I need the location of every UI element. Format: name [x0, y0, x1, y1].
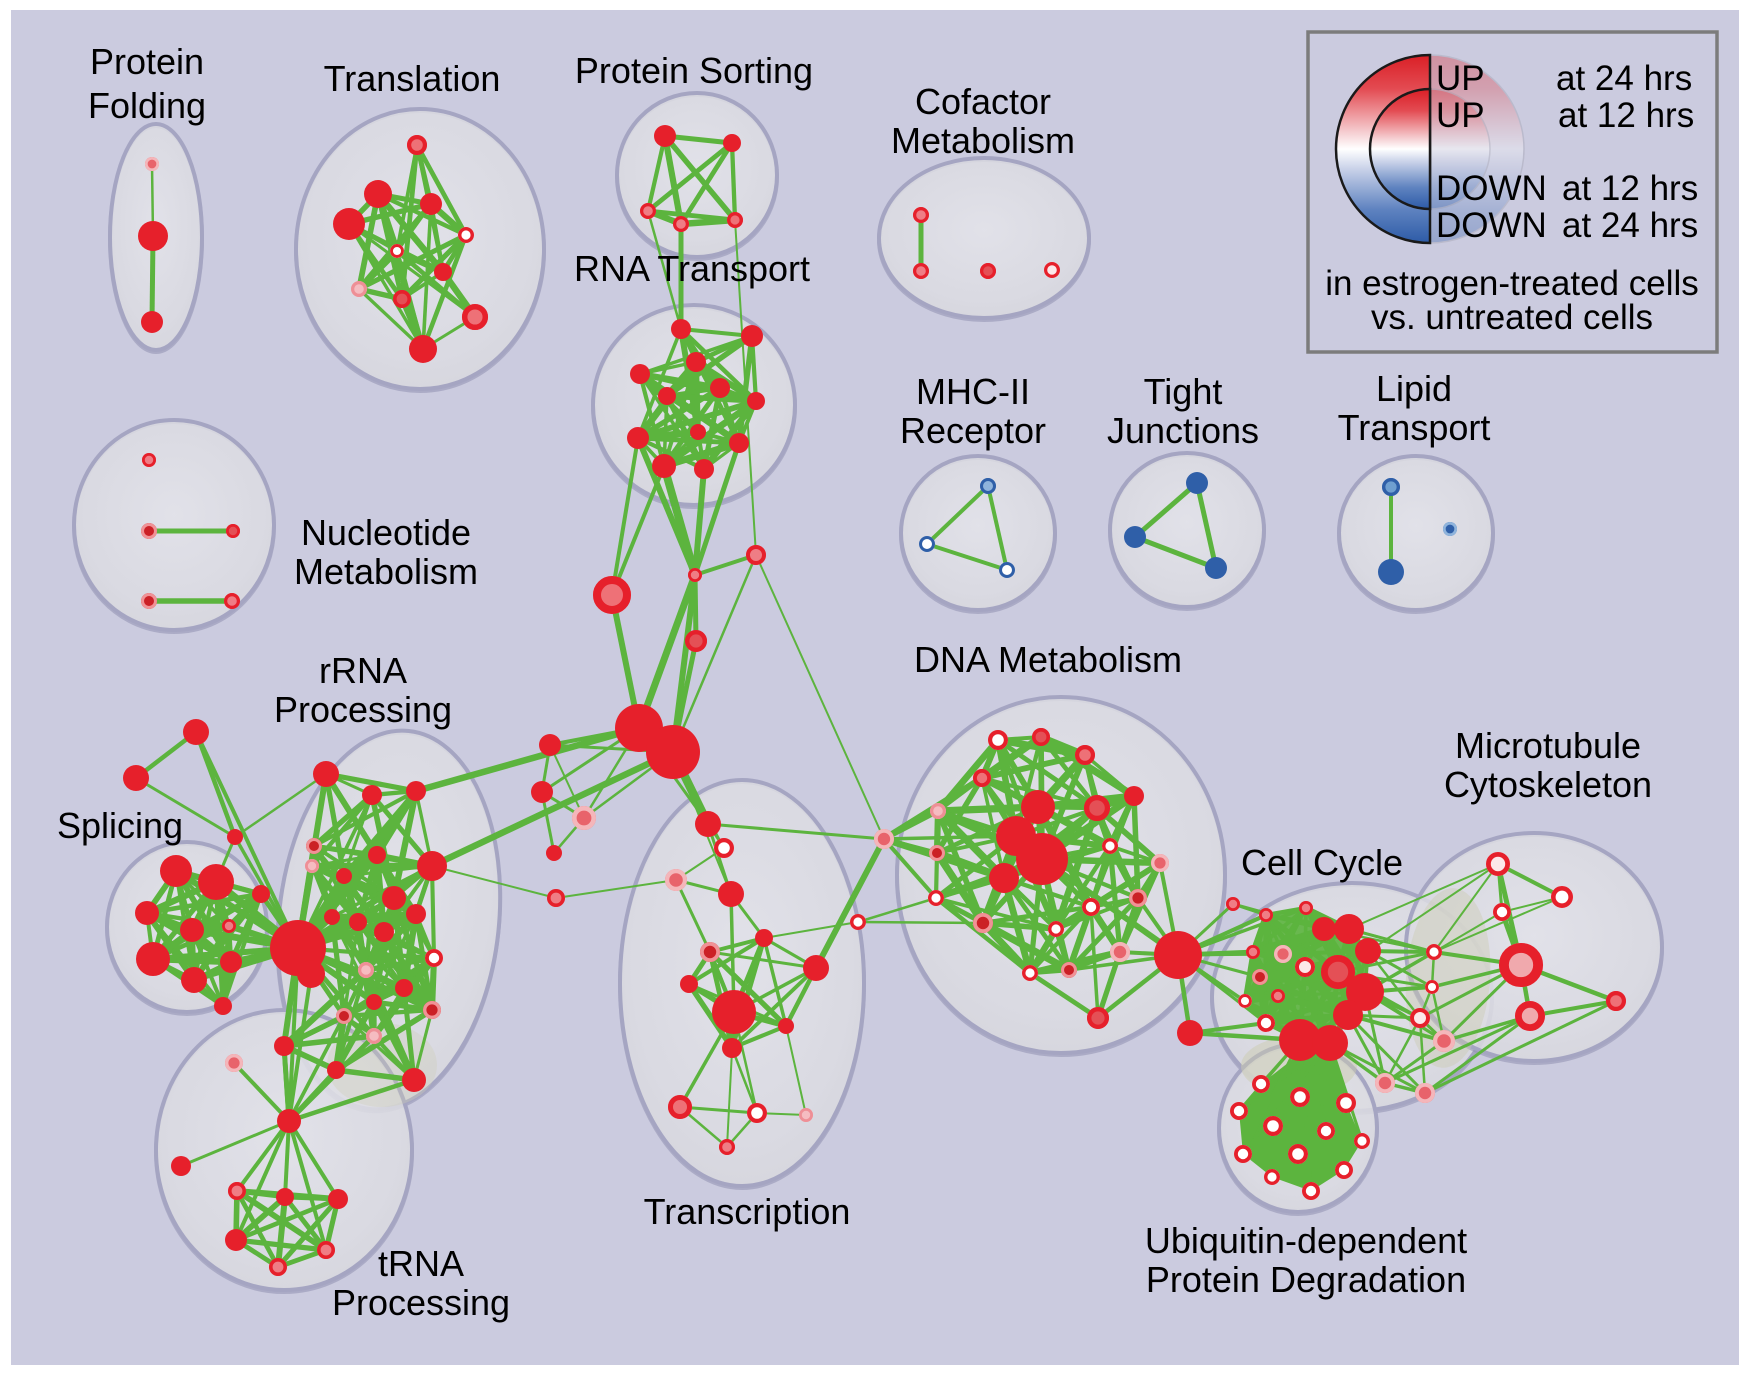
- svg-text:Cell Cycle: Cell Cycle: [1241, 842, 1403, 883]
- svg-text:Transcription: Transcription: [644, 1191, 851, 1232]
- svg-text:Translation: Translation: [324, 58, 501, 99]
- svg-text:Transport: Transport: [1338, 407, 1491, 448]
- svg-text:tRNA: tRNA: [378, 1243, 464, 1284]
- svg-text:at 24 hrs: at 24 hrs: [1562, 206, 1698, 245]
- svg-text:in estrogen-treated cells: in estrogen-treated cells: [1325, 264, 1699, 303]
- svg-text:vs. untreated cells: vs. untreated cells: [1371, 298, 1653, 337]
- svg-text:Junctions: Junctions: [1107, 410, 1259, 451]
- svg-text:Metabolism: Metabolism: [891, 120, 1075, 161]
- svg-text:at 12 hrs: at 12 hrs: [1562, 169, 1698, 208]
- svg-text:Ubiquitin-dependent: Ubiquitin-dependent: [1145, 1220, 1467, 1261]
- svg-text:Protein: Protein: [90, 41, 204, 82]
- svg-text:Nucleotide: Nucleotide: [301, 512, 471, 553]
- svg-text:Metabolism: Metabolism: [294, 551, 478, 592]
- svg-text:DOWN: DOWN: [1436, 206, 1547, 245]
- svg-text:DOWN: DOWN: [1436, 169, 1547, 208]
- svg-text:Protein Sorting: Protein Sorting: [575, 50, 813, 91]
- svg-text:Receptor: Receptor: [900, 410, 1046, 451]
- svg-text:Cofactor: Cofactor: [915, 81, 1051, 122]
- svg-text:MHC-II: MHC-II: [916, 371, 1030, 412]
- svg-text:Splicing: Splicing: [57, 805, 183, 846]
- svg-text:at 24 hrs: at 24 hrs: [1556, 59, 1692, 98]
- svg-text:Processing: Processing: [332, 1282, 510, 1323]
- svg-text:UP: UP: [1436, 96, 1485, 135]
- svg-text:rRNA: rRNA: [319, 650, 407, 691]
- svg-text:DNA Metabolism: DNA Metabolism: [914, 639, 1182, 680]
- svg-text:Microtubule: Microtubule: [1455, 725, 1641, 766]
- svg-text:Processing: Processing: [274, 689, 452, 730]
- svg-text:Cytoskeleton: Cytoskeleton: [1444, 764, 1652, 805]
- svg-text:Protein Degradation: Protein Degradation: [1146, 1259, 1466, 1300]
- svg-text:UP: UP: [1436, 59, 1485, 98]
- svg-text:at 12 hrs: at 12 hrs: [1558, 96, 1694, 135]
- svg-text:Tight: Tight: [1144, 371, 1223, 412]
- svg-text:Folding: Folding: [88, 85, 206, 126]
- svg-text:RNA Transport: RNA Transport: [574, 248, 810, 289]
- svg-text:Lipid: Lipid: [1376, 368, 1452, 409]
